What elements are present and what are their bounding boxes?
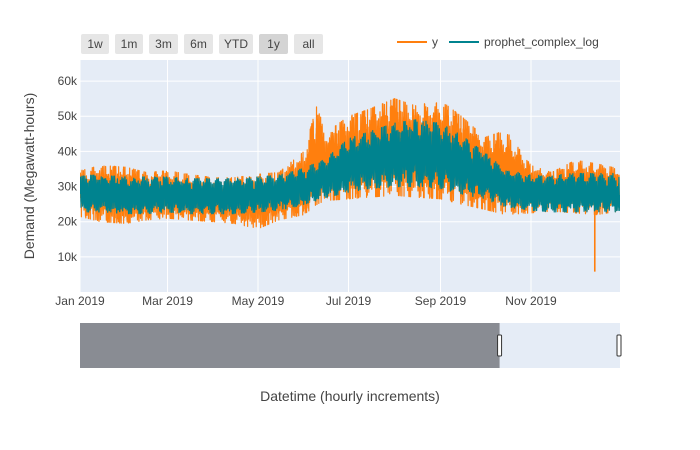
range-button-1y[interactable]: 1y [259, 34, 288, 54]
range-selector: 1w 1m 3m 6m YTD 1y all [81, 34, 323, 54]
range-button-label: 3m [155, 37, 172, 51]
range-button-bg [294, 34, 323, 54]
y-tick-label: 60k [58, 74, 78, 88]
range-slider[interactable] [80, 323, 622, 368]
range-button-bg [115, 34, 143, 54]
range-button-6m[interactable]: 6m [184, 34, 213, 54]
range-button-label: YTD [224, 37, 248, 51]
range-button-bg [219, 34, 253, 54]
range-button-bg [81, 34, 109, 54]
range-slider-handle-left[interactable] [497, 334, 503, 357]
legend: y prophet_complex_log [397, 35, 599, 49]
series-line-prophet-complex-log[interactable] [80, 119, 620, 215]
series-layer [80, 98, 620, 272]
y-axis-title: Demand (Megawatt-hours) [21, 93, 37, 260]
legend-label: prophet_complex_log [484, 35, 599, 49]
x-axis-ticks: Jan 2019 Mar 2019 May 2019 Jul 2019 Sep 2019… [55, 294, 557, 308]
range-button-label: 6m [190, 37, 207, 51]
range-button-bg [149, 34, 178, 54]
x-tick-label: Mar 2019 [142, 294, 193, 308]
legend-item-prophet-complex-log[interactable]: prophet_complex_log [449, 35, 599, 49]
range-button-3m[interactable]: 3m [149, 34, 178, 54]
range-button-label: 1m [121, 37, 138, 51]
legend-label: y [432, 35, 438, 49]
range-button-label: 1w [87, 37, 103, 51]
x-tick-label: Jan 2019 [55, 294, 105, 308]
x-tick-label: Jul 2019 [326, 294, 372, 308]
x-tick-label: Sep 2019 [415, 294, 467, 308]
range-button-bg [184, 34, 213, 54]
y-tick-label: 10k [58, 250, 78, 264]
range-button-bg [259, 34, 288, 54]
range-button-all[interactable]: all [294, 34, 323, 54]
x-tick-label: May 2019 [232, 294, 285, 308]
y-axis-ticks: 10k 20k 30k 40k 50k 60k [58, 74, 78, 264]
range-button-label: all [302, 37, 314, 51]
range-button-1m[interactable]: 1m [115, 34, 143, 54]
range-button-ytd[interactable]: YTD [219, 34, 253, 54]
range-button-1w[interactable]: 1w [81, 34, 109, 54]
x-axis-title: Datetime (hourly increments) [260, 388, 440, 404]
range-button-label: 1y [267, 37, 280, 51]
y-tick-label: 40k [58, 144, 78, 158]
legend-item-y[interactable]: y [397, 35, 438, 49]
range-slider-handle-right[interactable] [616, 334, 622, 357]
y-tick-label: 20k [58, 215, 78, 229]
x-tick-label: Nov 2019 [505, 294, 557, 308]
range-slider-mask [80, 323, 500, 368]
y-tick-label: 50k [58, 109, 78, 123]
y-tick-label: 30k [58, 180, 78, 194]
